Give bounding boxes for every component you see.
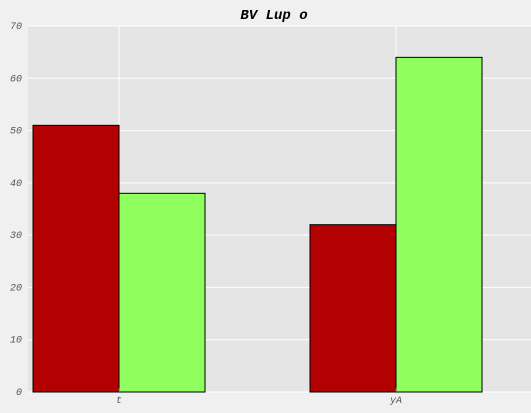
y-axis-ticks: 0 10 20 30 40 50 60 70 [10,22,22,399]
y-tick-label: 30 [10,231,22,242]
y-tick-label: 60 [10,74,22,85]
y-tick-label: 50 [10,127,22,138]
y-tick-label: 40 [10,179,22,190]
y-tick-label: 70 [10,22,22,33]
x-tick-label: t [116,396,122,407]
bar-series1-t [32,124,120,393]
x-tick-label: yA [389,396,402,407]
y-tick-label: 20 [10,283,22,294]
y-tick-label: 0 [16,388,22,399]
chart-title: BV Lup o [240,8,307,24]
bars-group [32,56,483,393]
bar-series2-yA [395,56,483,393]
bar-series2-t [118,192,206,393]
x-axis-ticks: t yA [116,388,402,407]
bar-series1-yA [309,224,397,393]
y-tick-label: 10 [10,336,22,347]
